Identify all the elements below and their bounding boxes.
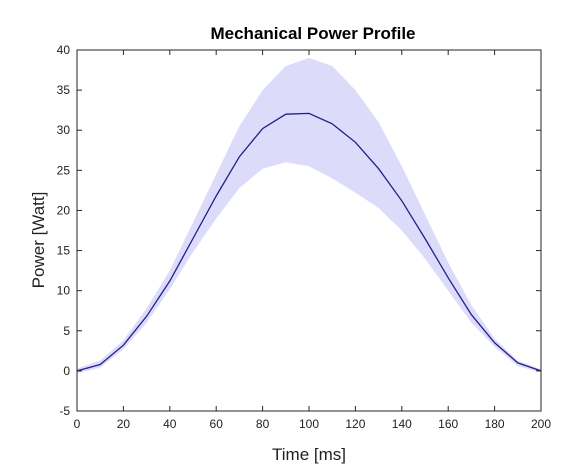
y-tick-label: 15 [57,244,71,258]
x-axis: 0 20 40 60 80 100 120 140 160 180 200 [74,50,551,431]
x-tick-label: 20 [117,417,131,431]
y-tick-label: 5 [63,324,70,338]
x-tick-label: 40 [163,417,177,431]
std-band [77,58,541,374]
x-tick-label: 120 [345,417,365,431]
x-tick-label: 80 [256,417,270,431]
y-tick-label: 20 [57,203,71,217]
y-tick-label: 10 [57,284,71,298]
x-tick-label: 60 [210,417,224,431]
y-axis-label: Power [Watt] [29,192,48,289]
y-tick-label: 40 [57,43,71,57]
x-tick-label: 0 [74,417,81,431]
plot-area [76,49,542,412]
y-tick-label: 35 [57,83,71,97]
x-axis-label: Time [ms] [272,445,346,464]
mean-line [76,112,542,372]
x-tick-label: 160 [438,417,458,431]
y-tick-label: 30 [57,123,71,137]
x-tick-label: 100 [299,417,319,431]
x-tick-label: 140 [392,417,412,431]
y-tick-label: -5 [59,404,70,418]
x-tick-label: 180 [485,417,505,431]
x-tick-label: 200 [531,417,551,431]
y-tick-label: 25 [57,163,71,177]
chart-title: Mechanical Power Profile [210,24,415,43]
y-axis: -5 0 5 10 15 20 25 30 35 40 [57,43,541,418]
y-tick-label: 0 [63,364,70,378]
